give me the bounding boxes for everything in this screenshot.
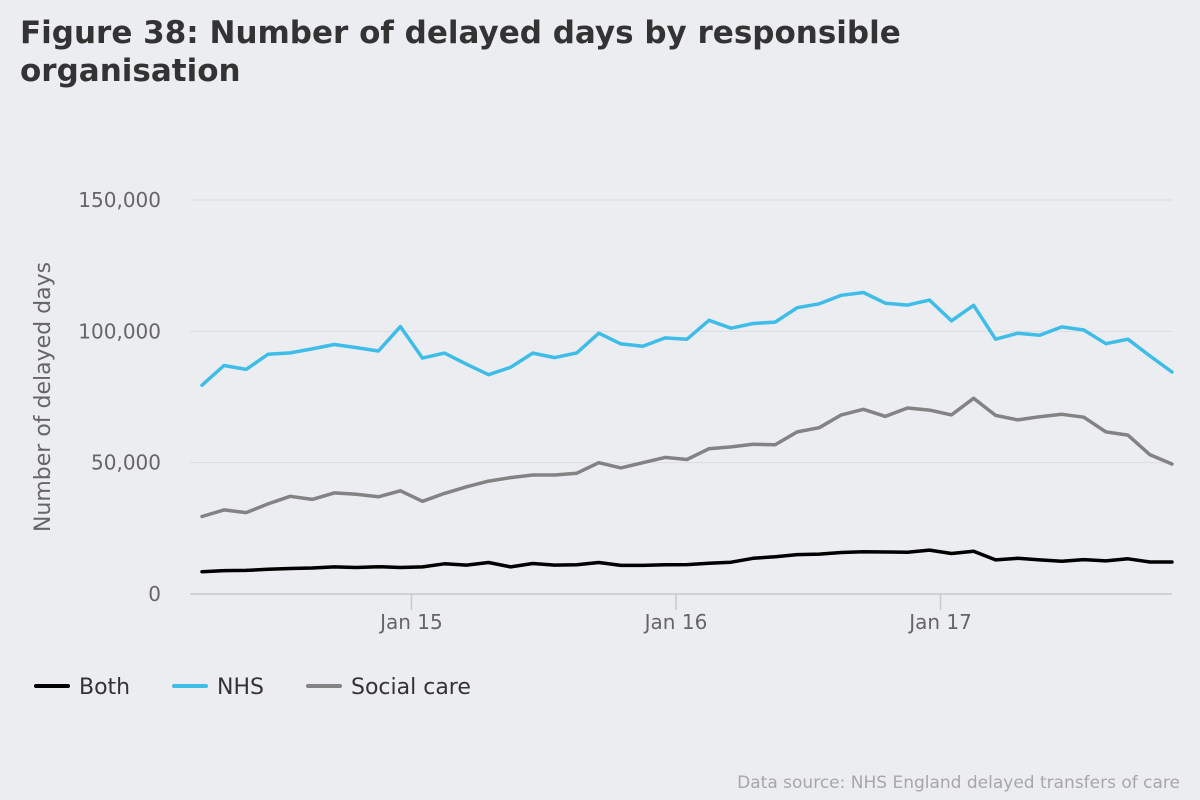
series-line-both: [200, 548, 1174, 574]
series-line-nhs: [200, 290, 1174, 387]
legend-label: NHS: [217, 675, 264, 700]
x-tick-label: Jan 16: [643, 610, 708, 634]
y-tick-label: 50,000: [91, 451, 161, 475]
chart-title: Figure 38: Number of delayed days by res…: [20, 15, 901, 89]
series-line-social-care: [200, 396, 1174, 519]
y-axis-label: Number of delayed days: [31, 262, 56, 532]
series-lines: [200, 290, 1174, 574]
legend-label: Social care: [351, 675, 471, 700]
y-tick-label: 150,000: [78, 188, 161, 212]
x-axis: Jan 15 Jan 16 Jan 17: [378, 594, 972, 634]
y-tick-label: 0: [148, 582, 161, 606]
x-tick-label: Jan 17: [907, 610, 972, 634]
y-axis: 0 50,000 100,000 150,000 Number of delayed d…: [31, 188, 1172, 606]
gridlines: [190, 199, 1172, 464]
x-tick-label: Jan 15: [378, 610, 443, 634]
y-tick-label: 100,000: [78, 319, 161, 343]
legend: Both NHS Social care: [34, 675, 471, 700]
data-source-note: Data source: NHS England delayed transfe…: [737, 773, 1180, 793]
legend-label: Both: [79, 675, 130, 700]
